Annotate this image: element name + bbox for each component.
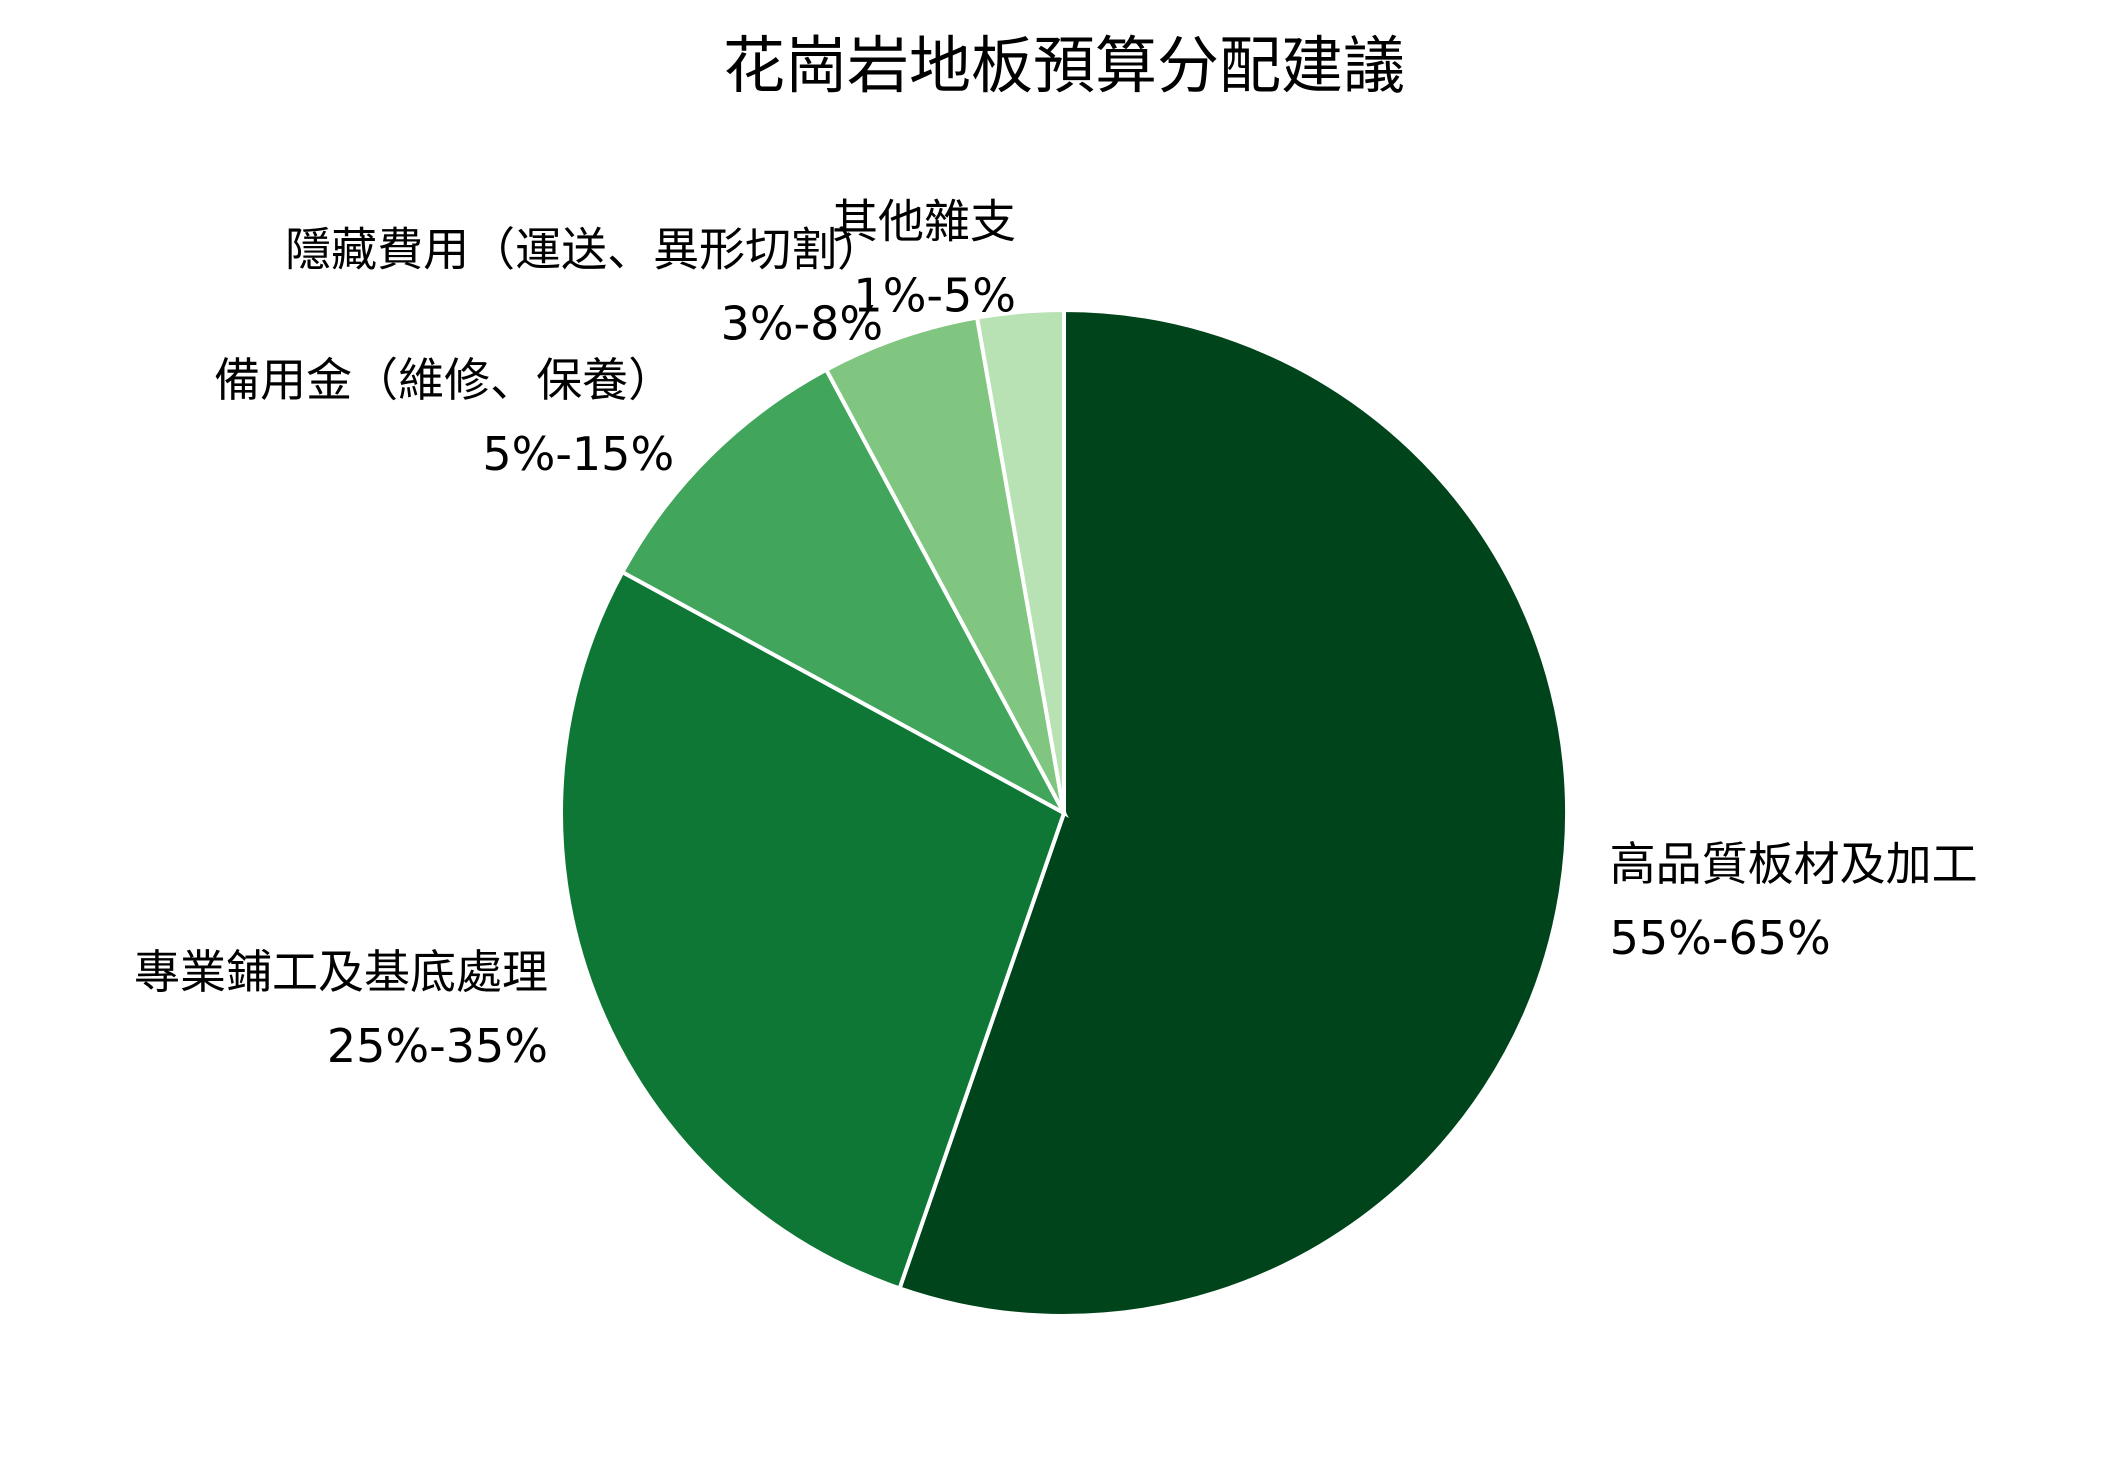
slice-value-label: 3%-8% (721, 297, 884, 351)
slice-value-label: 55%-65% (1610, 911, 1831, 965)
slice-value-label: 5%-15% (482, 427, 674, 481)
slice-label: 其他雜支 (832, 194, 1016, 248)
pie-slice (559, 569, 1067, 1291)
pie-slice (974, 307, 1066, 814)
chart-title: 花崗岩地板預算分配建議 (723, 29, 1405, 102)
pie-slice (897, 307, 1569, 1318)
slice-label: 高品質板材及加工 (1610, 837, 1978, 891)
pie-slice (619, 367, 1069, 818)
slice-label: 專業鋪工及基底處理 (134, 945, 548, 999)
pie-slice (823, 315, 1066, 814)
slice-value-label: 1%-5% (853, 268, 1016, 322)
slice-value-label: 25%-35% (327, 1019, 548, 1073)
slice-label: 備用金（維修、保養） (214, 353, 674, 407)
slice-label: 隱藏費用（運送、異形切割） (285, 223, 883, 277)
